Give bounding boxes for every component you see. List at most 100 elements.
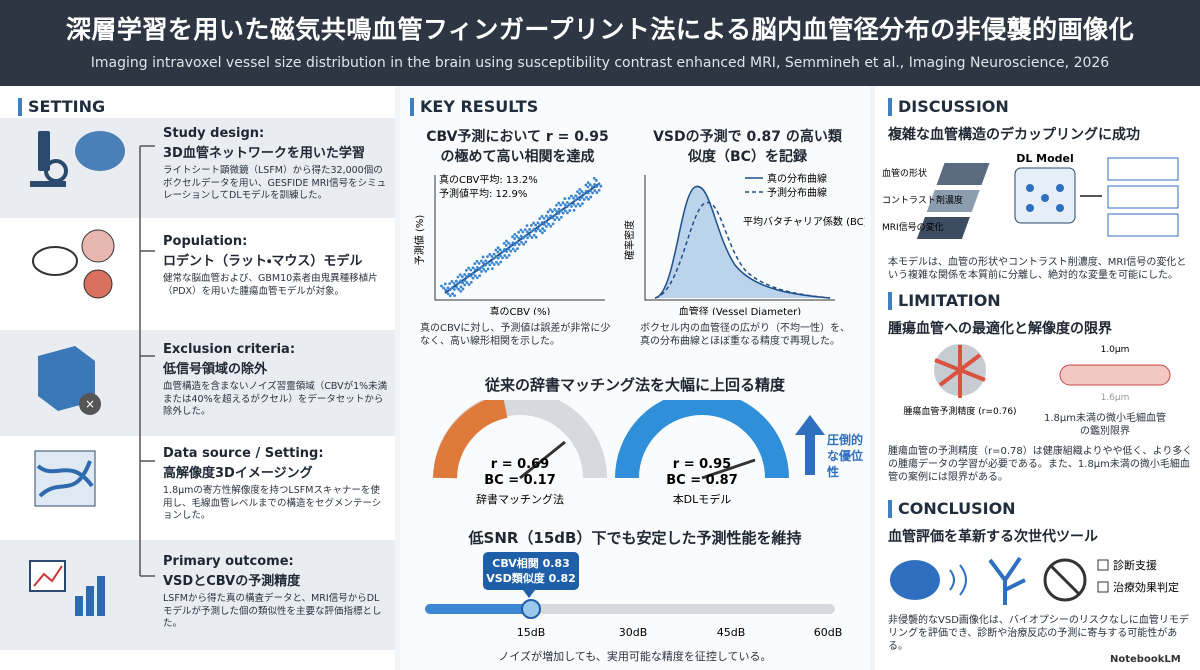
scatter-dot <box>553 207 557 211</box>
scatter-dot <box>559 203 563 207</box>
item-subtitle: 3D血管ネットワークを用いた学習 <box>163 146 365 161</box>
scatter-dot <box>507 253 511 257</box>
axis-label: 真のCBV (%) <box>490 305 551 315</box>
scatter-dot <box>593 183 596 186</box>
arrow-text: 圧倒的な優位性 <box>827 433 864 479</box>
panel-title: 従来の辞書マッチング法を大幅に上回る精度 <box>484 376 785 394</box>
panel-title: 低SNR（15dB）下でも安定した予測性能を維持 <box>468 529 802 547</box>
scatter-dot <box>469 274 473 278</box>
distribution-illustration: 真の分布曲線 予測分布曲線 平均バタチャリア係数 (BC) 確率密度 血管径 (… <box>623 172 865 315</box>
scatter-dot <box>482 267 486 271</box>
scatter-dot <box>542 223 546 226</box>
scatter-dot <box>456 281 460 285</box>
scatter-dot <box>482 261 485 265</box>
scatter-dot <box>570 205 573 208</box>
item-text: LSFMから得た真の構査データと、MRI信号からDLモデルが予測した個の類似性を… <box>163 593 382 629</box>
scatter-dot <box>599 184 603 188</box>
scatter-dot <box>503 248 506 251</box>
scatter-dot <box>473 274 477 278</box>
scatter-dot <box>547 222 551 226</box>
scatter-dot <box>589 189 592 193</box>
scatter-dot <box>543 229 547 233</box>
scatter-dot <box>480 265 484 269</box>
scatter-dot <box>540 214 544 218</box>
scatter-dot <box>453 294 456 298</box>
item-title: Exclusion criteria: <box>163 342 296 357</box>
scatter-dot <box>492 257 496 260</box>
gauge-bc: BC = 0.17 <box>484 473 555 488</box>
scatter-dot <box>450 279 454 283</box>
scatter-dot <box>532 221 536 225</box>
scatter-dot <box>475 259 479 263</box>
scatter-dot <box>515 234 519 238</box>
scatter-dot <box>448 294 452 298</box>
item-title: Primary outcome: <box>163 554 294 569</box>
conclusion-illustration: 診断支援 治療効果判定 <box>890 556 1179 605</box>
scatter-dot <box>576 196 580 200</box>
scatter-dot <box>479 259 483 263</box>
layer-label: コントラスト剤濃度 <box>882 194 963 206</box>
scatter-dot <box>499 254 502 258</box>
scatter-dot <box>546 210 550 214</box>
item-text: 1.8μmの寄方性解像度を持つLSFMスキャナーを使用し、毛線血管レベルまでの構… <box>163 485 382 521</box>
setting-item: Data source / Setting: 高解像度3Dイメージング 1.8μmの… <box>163 446 388 523</box>
scatter-dot <box>507 247 511 251</box>
item-subtitle: ロデント（ラット・マウス）モデル <box>163 254 363 269</box>
scatter-dot <box>459 289 463 293</box>
scatter-dot <box>516 247 519 251</box>
scatter-dot <box>557 212 561 215</box>
scatter-dot <box>504 243 508 247</box>
scatter-dot <box>467 266 471 270</box>
scatter-dot <box>559 215 563 219</box>
scatter-dot <box>513 243 517 247</box>
item-subtitle: VSDとCBVの予測精度 <box>163 574 301 589</box>
scatter-dot <box>494 254 498 258</box>
legend-entry: 真の分布曲線 <box>767 172 827 185</box>
scatter-dot <box>528 228 531 231</box>
layer-label: 血管の形状 <box>882 167 927 179</box>
scatter-dot <box>452 288 456 291</box>
scatter-dot <box>580 196 584 199</box>
scatter-dot <box>524 240 528 244</box>
scatter-dot <box>471 266 475 270</box>
scatter-dot <box>553 218 557 222</box>
scatter-dot <box>503 254 507 257</box>
scatter-dot <box>513 249 517 253</box>
scatter-dot <box>534 229 538 233</box>
scatter-dot <box>534 235 538 239</box>
scatter-dot <box>473 262 477 266</box>
scatter-dot <box>459 285 463 289</box>
scatter-dot <box>557 207 561 211</box>
scatter-dot <box>467 272 471 276</box>
scatter-dot <box>567 196 571 200</box>
scatter-dot <box>478 274 482 277</box>
scatter-dot <box>505 250 508 253</box>
scatter-dot <box>477 261 481 265</box>
scatter-dot <box>446 292 450 296</box>
scatter-dot <box>553 214 557 217</box>
annotation: 平均バタチャリア係数 (BC) <box>743 215 865 228</box>
item-title: Data source / Setting: <box>163 446 324 461</box>
scatter-dot <box>507 241 510 245</box>
scatter-dot <box>473 268 477 272</box>
scatter-dot <box>555 203 558 207</box>
scatter-dot <box>570 194 573 198</box>
scatter-dot <box>568 209 572 212</box>
scatter-dot <box>563 197 567 201</box>
caption: 1.8μm未満の微小毛細血管の鑑別限界 <box>1043 413 1166 437</box>
setting-item: Primary outcome: VSDとCBVの予測精度 LSFMから得た真の構査… <box>163 554 388 631</box>
scatter-dot <box>581 202 584 206</box>
scatter-dot <box>509 243 512 247</box>
scatter-dot <box>443 282 447 286</box>
scatter-dot <box>523 228 527 232</box>
scatter-dot <box>584 189 588 193</box>
scatter-dot <box>477 268 481 271</box>
scatter-dot <box>460 275 464 279</box>
scatter-dot <box>442 286 445 290</box>
scatter-dot <box>595 191 599 194</box>
gauge-label: 辞書マッチング法 <box>476 492 564 506</box>
text: 本モデルは、血管の形状やコントラスト削濃度、MRI信号の変化という複雑な関係を本… <box>888 257 1187 281</box>
scatter-dot <box>451 292 454 295</box>
text: 非侵襲的なVSD画像化は、バイオプシーのリスクなしに血管リモデリングを評価でき、… <box>888 615 1189 652</box>
